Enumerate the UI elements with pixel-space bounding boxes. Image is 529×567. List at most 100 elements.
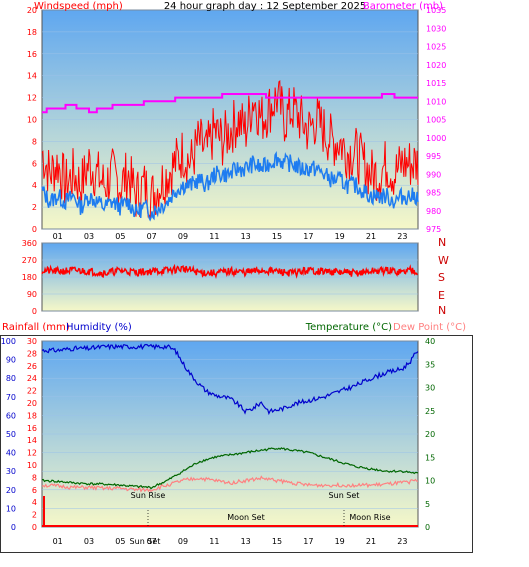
wind-average-line xyxy=(41,151,419,222)
humidity-tick-label: 0 xyxy=(11,523,16,532)
humidity-tick-label: 70 xyxy=(6,393,16,402)
rainfall-tick-label: 4 xyxy=(32,498,37,507)
temperature-tick-label: 10 xyxy=(425,477,435,486)
humidity-tick-label: 40 xyxy=(6,449,16,458)
wind-baro-xtick-label: 17 xyxy=(303,232,313,241)
humidity-tick-label: 10 xyxy=(6,504,16,513)
wind-baro-xtick-label: 11 xyxy=(209,232,219,241)
wind-direction-tick-label: 90 xyxy=(27,290,37,299)
barometer-tick-label: 1035 xyxy=(426,6,446,15)
barometer-tick-label: 985 xyxy=(426,189,441,198)
windspeed-tick-label: 6 xyxy=(32,159,37,168)
wind-baro-xticks: 01 03 05 07 09 11 13 15 17 19 21 23 xyxy=(53,232,408,241)
sun-set-bottom-label: Sun Set xyxy=(130,537,161,546)
humidity-tick-label: 90 xyxy=(6,356,16,365)
chart-title: 24 hour graph day : 12 September 2025 xyxy=(164,1,366,12)
windspeed-tick-label: 10 xyxy=(27,116,37,125)
barometer-tick-label: 1015 xyxy=(426,79,446,88)
wind-baro-series xyxy=(41,80,419,222)
windspeed-tick-label: 2 xyxy=(32,203,37,212)
temperature-tick-label: 0 xyxy=(425,523,430,532)
rainfall-tick-label: 0 xyxy=(32,523,37,532)
barometer-tick-label: 1030 xyxy=(426,24,446,33)
rain-hum-temp-xtick-label: 13 xyxy=(241,537,251,546)
barometer-line xyxy=(42,92,418,114)
compass-letter: N xyxy=(438,236,446,249)
wind-baro-xtick-label: 09 xyxy=(178,232,188,241)
humidity-tick-label: 80 xyxy=(6,374,16,383)
sun-rise-label: Sun Rise xyxy=(131,491,166,500)
rainfall-tick-label: 16 xyxy=(27,424,37,433)
wind-direction-grid xyxy=(42,242,418,312)
wind-direction-series xyxy=(41,263,418,280)
wind-direction-tick-label: 180 xyxy=(22,273,37,282)
rainfall-tick-label: 8 xyxy=(32,473,37,482)
compass-letter: S xyxy=(438,271,445,284)
wind-baro-xtick-label: 05 xyxy=(115,232,125,241)
wind-baro-xtick-label: 21 xyxy=(366,232,376,241)
compass-letter: W xyxy=(438,254,449,267)
temperature-line xyxy=(41,447,419,490)
wind-baro-xtick-label: 15 xyxy=(272,232,282,241)
windspeed-tick-label: 12 xyxy=(27,94,37,103)
rainfall-tick-label: 2 xyxy=(32,511,37,520)
compass-letter: N xyxy=(438,304,446,317)
humidity-line xyxy=(41,343,419,416)
moon-rise-label: Moon Rise xyxy=(349,513,390,522)
dewpoint-axis-label: Dew Point (°C) xyxy=(393,322,466,333)
barometer-ticks: 975 980 985 990 995 1000 1005 1010 1015 1020 1025 1… xyxy=(426,6,446,234)
barometer-tick-label: 995 xyxy=(426,152,441,161)
moon-set-label: Moon Set xyxy=(227,513,264,522)
wind-direction-line xyxy=(41,263,418,280)
rainfall-tick-label: 28 xyxy=(27,349,37,358)
temperature-tick-label: 5 xyxy=(425,500,430,509)
rain-hum-temp-xtick-label: 15 xyxy=(272,537,282,546)
wind-direction-tick-label: 360 xyxy=(22,239,37,248)
rain-hum-temp-ticks: 0102030405060708090100024681012141618202… xyxy=(1,337,435,532)
rain-hum-temp-xtick-label: 19 xyxy=(335,537,345,546)
barometer-tick-label: 1010 xyxy=(426,97,446,106)
barometer-tick-label: 990 xyxy=(426,170,441,179)
rainfall-tick-label: 14 xyxy=(27,436,37,445)
windspeed-axis-label: Windspeed (mph) xyxy=(34,1,123,12)
windspeed-tick-label: 20 xyxy=(27,6,37,15)
windspeed-tick-label: 8 xyxy=(32,137,37,146)
rain-hum-temp-xtick-label: 17 xyxy=(303,537,313,546)
rainfall-tick-label: 30 xyxy=(27,337,37,346)
temperature-tick-label: 20 xyxy=(425,430,435,439)
rainfall-tick-label: 26 xyxy=(27,362,37,371)
wind-baro-xtick-label: 03 xyxy=(84,232,94,241)
dewpoint-line xyxy=(41,475,419,493)
wind-baro-xtick-label: 01 xyxy=(53,232,63,241)
rainfall-axis-label: Rainfall (mm) xyxy=(2,322,70,333)
windspeed-line xyxy=(41,80,419,221)
humidity-tick-label: 60 xyxy=(6,411,16,420)
windspeed-ticks: 0 2 4 6 8 10 12 14 16 18 20 xyxy=(27,6,37,234)
barometer-axis-label: Barometer (mb) xyxy=(363,1,443,12)
barometer-tick-label: 1000 xyxy=(426,134,446,143)
wind-baro-xtick-label: 23 xyxy=(397,232,407,241)
rainfall-tick-label: 12 xyxy=(27,449,37,458)
rainfall-tick-label: 24 xyxy=(27,374,37,383)
humidity-axis-label: Humidity (%) xyxy=(66,322,132,333)
rainfall-tick-label: 10 xyxy=(27,461,37,470)
humidity-tick-label: 50 xyxy=(6,430,16,439)
rainfall-tick-label: 20 xyxy=(27,399,37,408)
rain-hum-temp-xtick-label: 23 xyxy=(397,537,407,546)
windspeed-tick-label: 14 xyxy=(27,72,37,81)
barometer-tick-label: 1025 xyxy=(426,43,446,52)
barometer-tick-label: 980 xyxy=(426,207,441,216)
rain-hum-temp-xtick-label: 09 xyxy=(178,537,188,546)
humidity-tick-label: 100 xyxy=(1,337,16,346)
rain-hum-temp-xtick-label: 05 xyxy=(115,537,125,546)
sun-moon-annotations: Sun Rise Sun Set Moon Set Moon Rise Sun Set xyxy=(130,491,391,546)
wind-baro-xtick-label: 13 xyxy=(241,232,251,241)
rain-hum-temp-xticks: 01 03 05 07 09 11 13 15 17 19 21 23 xyxy=(53,537,408,546)
humidity-tick-label: 30 xyxy=(6,467,16,476)
temperature-tick-label: 40 xyxy=(425,337,435,346)
rainfall-tick-label: 18 xyxy=(27,411,37,420)
humidity-tick-label: 20 xyxy=(6,486,16,495)
rain-hum-temp-xtick-label: 11 xyxy=(209,537,219,546)
rainfall-tick-label: 22 xyxy=(27,387,37,396)
